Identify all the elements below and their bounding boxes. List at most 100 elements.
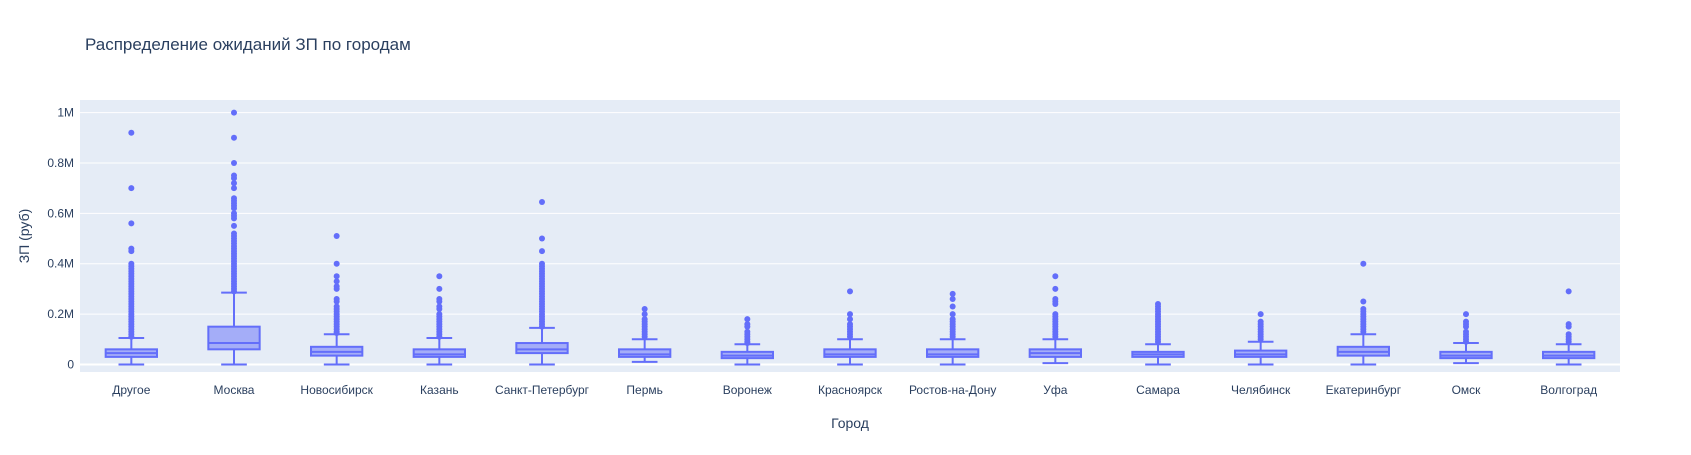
outlier-point[interactable] bbox=[231, 109, 237, 116]
box-3[interactable] bbox=[310, 233, 364, 366]
outlier-point[interactable] bbox=[1360, 260, 1367, 267]
outlier-point[interactable] bbox=[231, 134, 237, 141]
outlier-point[interactable] bbox=[949, 290, 956, 297]
box-10[interactable] bbox=[1028, 273, 1082, 365]
box-6[interactable] bbox=[618, 306, 672, 363]
box-4[interactable] bbox=[412, 273, 466, 366]
box-2[interactable] bbox=[207, 109, 261, 366]
outlier-point[interactable] bbox=[539, 248, 545, 255]
iqr-box[interactable] bbox=[412, 348, 466, 358]
outlier-point[interactable] bbox=[847, 288, 853, 295]
box-series[interactable] bbox=[104, 109, 1596, 366]
x-tick-label: Ростов-на-Дону bbox=[909, 383, 996, 397]
outlier-point[interactable] bbox=[128, 248, 135, 255]
box-12[interactable] bbox=[1234, 311, 1288, 366]
outlier-point[interactable] bbox=[949, 333, 956, 340]
outlier-point[interactable] bbox=[1565, 288, 1572, 295]
outlier-point[interactable] bbox=[1565, 338, 1572, 345]
outlier-point[interactable] bbox=[1052, 301, 1059, 307]
x-axis-ticks: Другое Москва Новосибирск Казань Санкт-Петер… bbox=[112, 383, 1597, 397]
outlier-point[interactable] bbox=[1463, 338, 1469, 345]
outlier-point[interactable] bbox=[539, 235, 545, 242]
outlier-point[interactable] bbox=[128, 220, 135, 227]
y-axis-title: ЗП (руб) bbox=[16, 209, 32, 264]
outlier-point[interactable] bbox=[231, 222, 237, 229]
outlier-point[interactable] bbox=[333, 278, 340, 285]
x-tick-label: Красноярск bbox=[818, 383, 883, 397]
outlier-point[interactable] bbox=[744, 323, 751, 330]
outlier-point[interactable] bbox=[128, 333, 135, 340]
outlier-point[interactable] bbox=[231, 288, 237, 295]
box-9[interactable] bbox=[926, 290, 980, 366]
outlier-point[interactable] bbox=[231, 205, 237, 212]
outlier-point[interactable] bbox=[128, 129, 135, 136]
x-tick-label: Санкт-Петербург bbox=[495, 383, 590, 397]
outlier-point[interactable] bbox=[539, 199, 545, 205]
outlier-point[interactable] bbox=[1463, 323, 1469, 330]
iqr-box[interactable] bbox=[618, 348, 672, 358]
outlier-point[interactable] bbox=[436, 285, 443, 292]
box-13[interactable] bbox=[1336, 260, 1390, 366]
outlier-point[interactable] bbox=[1360, 328, 1367, 335]
outlier-point[interactable] bbox=[641, 333, 648, 340]
y-tick-label: 0.8M bbox=[47, 156, 74, 170]
outlier-point[interactable] bbox=[231, 159, 237, 166]
iqr-box[interactable] bbox=[823, 348, 877, 358]
outlier-point[interactable] bbox=[847, 333, 853, 340]
outlier-point[interactable] bbox=[1463, 311, 1469, 318]
outlier-point[interactable] bbox=[333, 260, 340, 267]
x-tick-label: Екатеринбург bbox=[1326, 383, 1402, 397]
iqr-box[interactable] bbox=[515, 342, 569, 355]
outlier-point[interactable] bbox=[949, 303, 956, 310]
outlier-point[interactable] bbox=[436, 306, 443, 313]
outlier-point[interactable] bbox=[128, 185, 135, 192]
outlier-point[interactable] bbox=[333, 329, 340, 336]
iqr-box[interactable] bbox=[207, 325, 261, 351]
outlier-point[interactable] bbox=[1257, 336, 1264, 343]
outlier-point[interactable] bbox=[641, 311, 648, 318]
outlier-point[interactable] bbox=[231, 185, 237, 192]
outlier-point[interactable] bbox=[231, 215, 237, 222]
box-7[interactable] bbox=[720, 316, 775, 366]
x-tick-label: Самара bbox=[1136, 383, 1180, 397]
x-tick-label: Челябинск bbox=[1231, 383, 1291, 397]
chart-title: Распределение ожиданий ЗП по городам bbox=[85, 35, 411, 54]
outlier-point[interactable] bbox=[1052, 333, 1059, 340]
outlier-point[interactable] bbox=[436, 298, 443, 305]
x-tick-label: Омск bbox=[1452, 383, 1482, 397]
box-15[interactable] bbox=[1542, 288, 1596, 366]
outlier-point[interactable] bbox=[436, 273, 443, 280]
outlier-point[interactable] bbox=[539, 323, 545, 330]
outlier-point[interactable] bbox=[333, 285, 340, 292]
outlier-point[interactable] bbox=[436, 333, 443, 340]
outlier-point[interactable] bbox=[949, 295, 956, 302]
outlier-point[interactable] bbox=[231, 175, 237, 182]
outlier-point[interactable] bbox=[333, 273, 340, 280]
box-11[interactable] bbox=[1131, 301, 1185, 366]
outlier-point[interactable] bbox=[231, 180, 237, 187]
outlier-point[interactable] bbox=[744, 340, 751, 347]
outlier-point[interactable] bbox=[1052, 285, 1059, 292]
outlier-point[interactable] bbox=[333, 298, 340, 305]
x-tick-label: Новосибирск bbox=[300, 383, 373, 397]
y-tick-label: 0.6M bbox=[47, 206, 74, 220]
box-1[interactable] bbox=[104, 129, 158, 366]
outlier-point[interactable] bbox=[1052, 273, 1059, 280]
outlier-point[interactable] bbox=[744, 316, 751, 323]
box-14[interactable] bbox=[1439, 311, 1493, 365]
outlier-point[interactable] bbox=[949, 311, 956, 318]
outlier-point[interactable] bbox=[641, 306, 648, 313]
x-tick-label: Казань bbox=[420, 383, 459, 397]
outlier-point[interactable] bbox=[1257, 311, 1264, 318]
outlier-point[interactable] bbox=[333, 233, 340, 239]
iqr-box[interactable] bbox=[926, 348, 980, 358]
x-tick-label: Волгоград bbox=[1540, 383, 1597, 397]
outlier-point[interactable] bbox=[847, 316, 853, 323]
outlier-point[interactable] bbox=[1565, 323, 1572, 330]
box-5[interactable] bbox=[515, 199, 569, 366]
outlier-point[interactable] bbox=[1360, 298, 1367, 305]
outlier-point[interactable] bbox=[1155, 338, 1161, 345]
outlier-point[interactable] bbox=[847, 311, 853, 318]
box-8[interactable] bbox=[823, 288, 877, 366]
